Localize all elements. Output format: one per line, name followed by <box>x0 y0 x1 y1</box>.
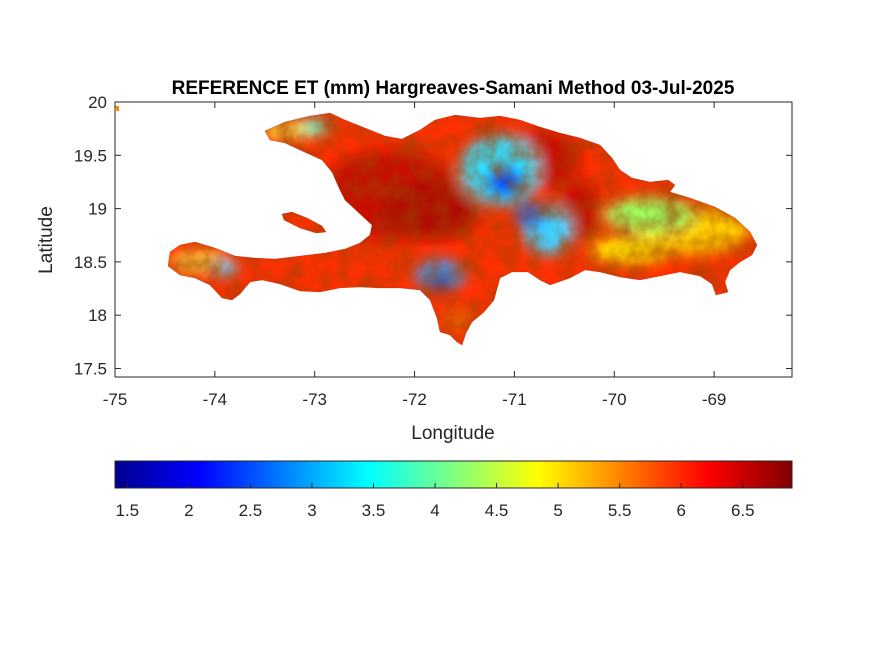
x-tick-label: -75 <box>103 390 128 409</box>
y-tick-label: 17.5 <box>74 359 107 378</box>
x-axis: -75 -74 -73 -72 -71 -70 -69 <box>103 102 727 409</box>
y-tick-label: 19.5 <box>74 146 107 165</box>
colorbar-tick-label: 2 <box>184 501 193 520</box>
colorbar-tick-label: 1.5 <box>115 501 139 520</box>
x-tick-label: -71 <box>502 390 527 409</box>
colorbar-tick-label: 4.5 <box>485 501 509 520</box>
x-tick-label: -70 <box>602 390 627 409</box>
y-tick-label: 19 <box>88 200 107 219</box>
colorbar-tick-label: 2.5 <box>239 501 263 520</box>
y-tick-label: 18 <box>88 306 107 325</box>
colorbar-tick-label: 5.5 <box>608 501 632 520</box>
x-tick-label: -69 <box>702 390 727 409</box>
colorbar-tick-label: 3.5 <box>362 501 386 520</box>
y-axis-label: Latitude <box>36 206 57 274</box>
x-tick-label: -73 <box>302 390 327 409</box>
y-tick-label: 18.5 <box>74 253 107 272</box>
colorbar-tick-label: 6 <box>676 501 685 520</box>
colorbar-tick-label: 3 <box>307 501 316 520</box>
colorbar-tick-label: 6.5 <box>731 501 755 520</box>
y-tick-label: 20 <box>88 93 107 112</box>
x-axis-label: Longitude <box>411 423 494 444</box>
colorbar-ticks: 1.5 2 2.5 3 3.5 4 4.5 5 5.5 6 6.5 <box>115 483 755 520</box>
colorbar-tick-label: 4 <box>430 501 439 520</box>
colorbar <box>114 460 793 489</box>
colorbar-tick-label: 5 <box>553 501 562 520</box>
map-title: REFERENCE ET (mm) Hargreaves-Samani Meth… <box>172 78 735 99</box>
map-speck <box>115 106 119 111</box>
y-axis: 20 19.5 19 18.5 18 17.5 <box>74 93 792 378</box>
x-tick-label: -72 <box>402 390 427 409</box>
x-tick-label: -74 <box>203 390 228 409</box>
